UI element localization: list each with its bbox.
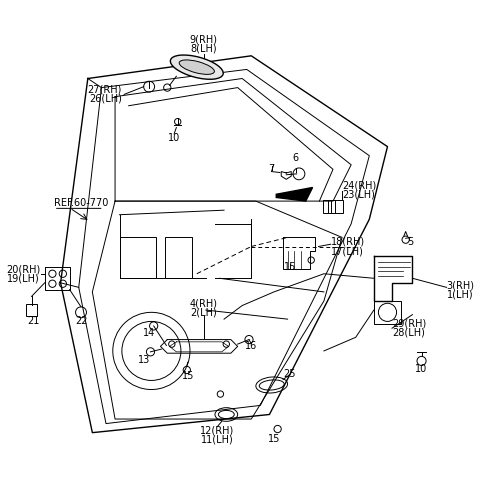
Text: 29(RH): 29(RH)	[392, 318, 426, 329]
Text: 21: 21	[27, 317, 39, 326]
Text: 10: 10	[415, 364, 428, 374]
Text: 25: 25	[284, 369, 296, 379]
Text: 5: 5	[407, 237, 413, 247]
Text: 13: 13	[138, 355, 151, 365]
Text: 1(LH): 1(LH)	[446, 289, 473, 299]
Text: 18(RH): 18(RH)	[331, 237, 365, 247]
Text: 8(LH): 8(LH)	[190, 44, 217, 54]
Text: 7: 7	[269, 164, 275, 175]
Text: 24(RH): 24(RH)	[342, 180, 376, 190]
Text: 27(RH): 27(RH)	[87, 85, 122, 95]
Ellipse shape	[170, 55, 223, 79]
Text: 15: 15	[268, 434, 280, 445]
Text: 16: 16	[245, 341, 257, 352]
Text: 2(LH): 2(LH)	[190, 307, 217, 317]
Text: 3(RH): 3(RH)	[446, 280, 475, 290]
Text: 15: 15	[181, 371, 194, 381]
Text: 26(LH): 26(LH)	[89, 94, 122, 104]
Text: 23(LH): 23(LH)	[342, 189, 375, 199]
Text: 14: 14	[143, 328, 155, 338]
Text: 15: 15	[284, 262, 296, 272]
Text: 6: 6	[293, 153, 299, 163]
Text: 22: 22	[75, 317, 87, 326]
Text: 19(LH): 19(LH)	[7, 273, 40, 283]
Text: 4(RH): 4(RH)	[190, 298, 217, 308]
Text: 12(RH): 12(RH)	[200, 425, 234, 435]
Text: 11(LH): 11(LH)	[201, 434, 234, 445]
Polygon shape	[276, 187, 312, 201]
Text: 17(LH): 17(LH)	[331, 246, 364, 256]
Text: 20(RH): 20(RH)	[6, 264, 40, 274]
Ellipse shape	[179, 60, 215, 74]
Text: 28(LH): 28(LH)	[392, 328, 425, 338]
Text: REF.60-770: REF.60-770	[54, 198, 108, 209]
Text: 9(RH): 9(RH)	[190, 35, 217, 45]
Text: 10: 10	[168, 133, 180, 142]
